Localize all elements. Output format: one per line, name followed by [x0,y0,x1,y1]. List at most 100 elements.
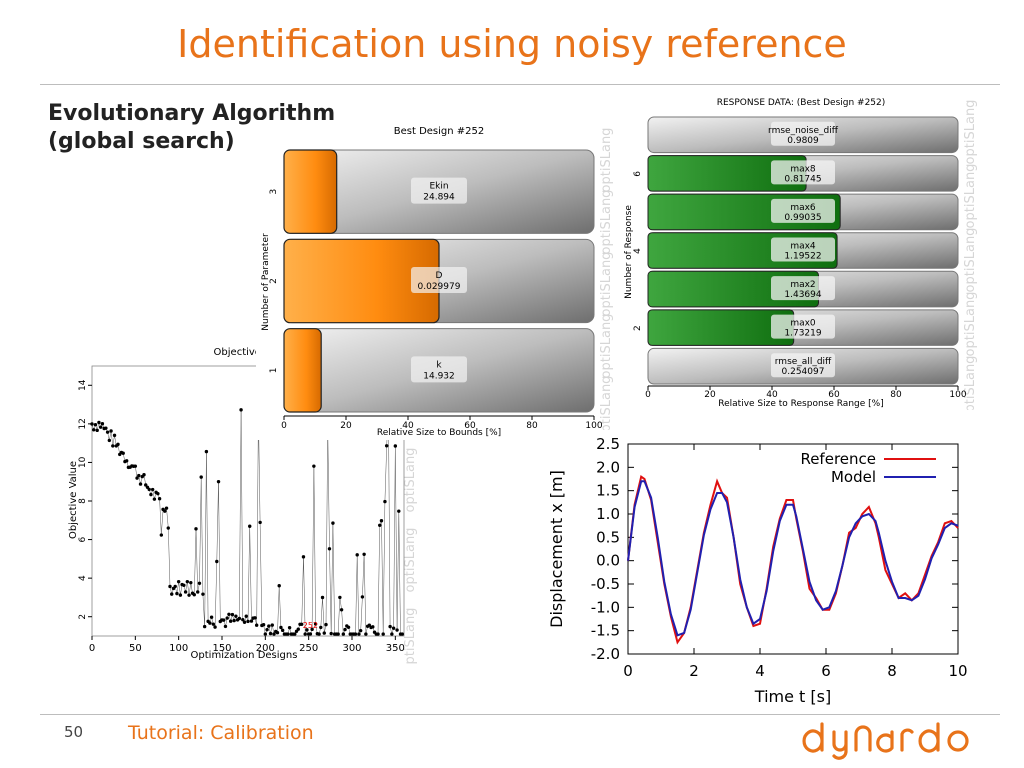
objective-point [192,592,196,597]
watermark-text: optiSLang [599,314,614,379]
x-tick-label: 20 [340,421,352,431]
objective-point [137,473,141,478]
objective-point [364,632,368,636]
objective-point [104,426,108,430]
page-number: 50 [64,723,84,741]
objective-point [379,519,384,523]
chart-title: Best Design #252 [394,126,485,137]
objective-point [287,625,292,630]
y-tick-label: 12 [78,418,88,429]
response-label-box [771,198,835,223]
response-name: max4 [790,242,816,252]
objective-point [133,464,138,468]
objective-point [208,621,212,625]
x-axis-label: Relative Size to Response Range [%] [718,399,883,409]
response-label-box [771,314,835,339]
objective-point [357,632,361,636]
objective-point [149,492,153,497]
objective-point [254,623,259,627]
objective-point [263,632,268,636]
objective-point [197,581,202,586]
slide-title: Identification using noisy reference [177,22,847,66]
response-name: rmse_noise_diff [768,126,839,136]
objective-point [324,622,328,627]
response-data-chart: optiSLangoptiSLangoptiSLangoptiSLangopti… [618,92,984,410]
response-value: 0.254097 [782,367,825,377]
objective-point [317,632,321,636]
dynardo-logo [802,722,969,760]
objective-history-chart: optiSLangoptiSLangoptiSLangoptiSLangopti… [64,340,424,665]
objective-point [286,632,290,636]
objective-point [234,614,238,618]
x-tick-label: 80 [890,390,902,400]
objective-point [201,592,205,596]
parameter-category: 1 [269,367,279,373]
x-tick-label: 20 [704,390,716,400]
x-tick-label: 6 [821,662,831,680]
parameter-name: D [436,271,443,281]
objective-point [391,626,396,630]
y-tick-label: 4 [633,248,643,254]
objective-point [376,632,380,636]
objective-point [175,591,179,596]
response-value: 0.9809 [787,136,819,146]
parameter-label-box [411,267,467,293]
x-tick-label: 0 [623,662,633,680]
y-tick-label: 2.0 [596,458,620,476]
objective-point [346,625,351,630]
x-tick-label: 0 [89,643,95,654]
y-tick-label: 8 [78,498,88,504]
y-tick-label: -0.5 [591,575,620,593]
objective-point [390,632,394,636]
y-tick-label: -1.5 [591,622,620,640]
watermark-text: optiSLang [963,356,978,410]
watermark-text: optiSLang [403,448,418,513]
y-tick-label: -1.0 [591,598,620,616]
objective-point [388,624,392,629]
objective-point [362,552,366,556]
y-tick-label: 0.5 [596,528,620,546]
objective-point [277,584,281,588]
objective-point [98,425,103,429]
objective-point [142,472,146,477]
objective-point [204,449,209,454]
x-tick-label: 8 [887,662,897,680]
y-tick-label: 6 [633,171,643,177]
y-tick-label: 2.5 [596,435,620,453]
objective-point [393,444,398,448]
objective-point [163,509,167,513]
objective-point [343,627,347,632]
objective-point [159,533,164,537]
x-tick-label: 0 [645,390,651,400]
y-tick-label: 0.0 [596,552,620,570]
y-axis-label: Number of Parameter [261,233,271,331]
response-name: max6 [790,203,816,213]
subtitle: Evolutionary Algorithm (global search) [48,100,335,156]
parameter-bar-fill [283,149,338,234]
objective-point [258,520,262,525]
objective-point [329,631,333,636]
objective-point [336,632,340,636]
objective-point [310,627,314,632]
objective-point [199,475,203,479]
y-axis-label: Number of Response [624,205,634,299]
objective-point [166,526,170,530]
objective-point [222,618,226,622]
objective-point [242,620,247,624]
watermark-text: optiSLang [599,190,614,255]
objective-point [211,622,216,626]
objective-point [209,615,214,619]
watermark-text: optiSLang [599,128,614,193]
objective-point [300,622,304,626]
objective-point [93,423,98,427]
objective-point [280,628,285,633]
objective-point [371,625,375,629]
x-tick-label: 250 [299,643,318,654]
objective-point [147,487,151,492]
y-tick-label: 6 [78,536,88,542]
objective-point [138,482,143,486]
objective-point [107,438,112,443]
x-tick-label: 80 [526,421,538,431]
objective-point [227,612,231,617]
watermark-text: optiSLang [963,164,978,229]
